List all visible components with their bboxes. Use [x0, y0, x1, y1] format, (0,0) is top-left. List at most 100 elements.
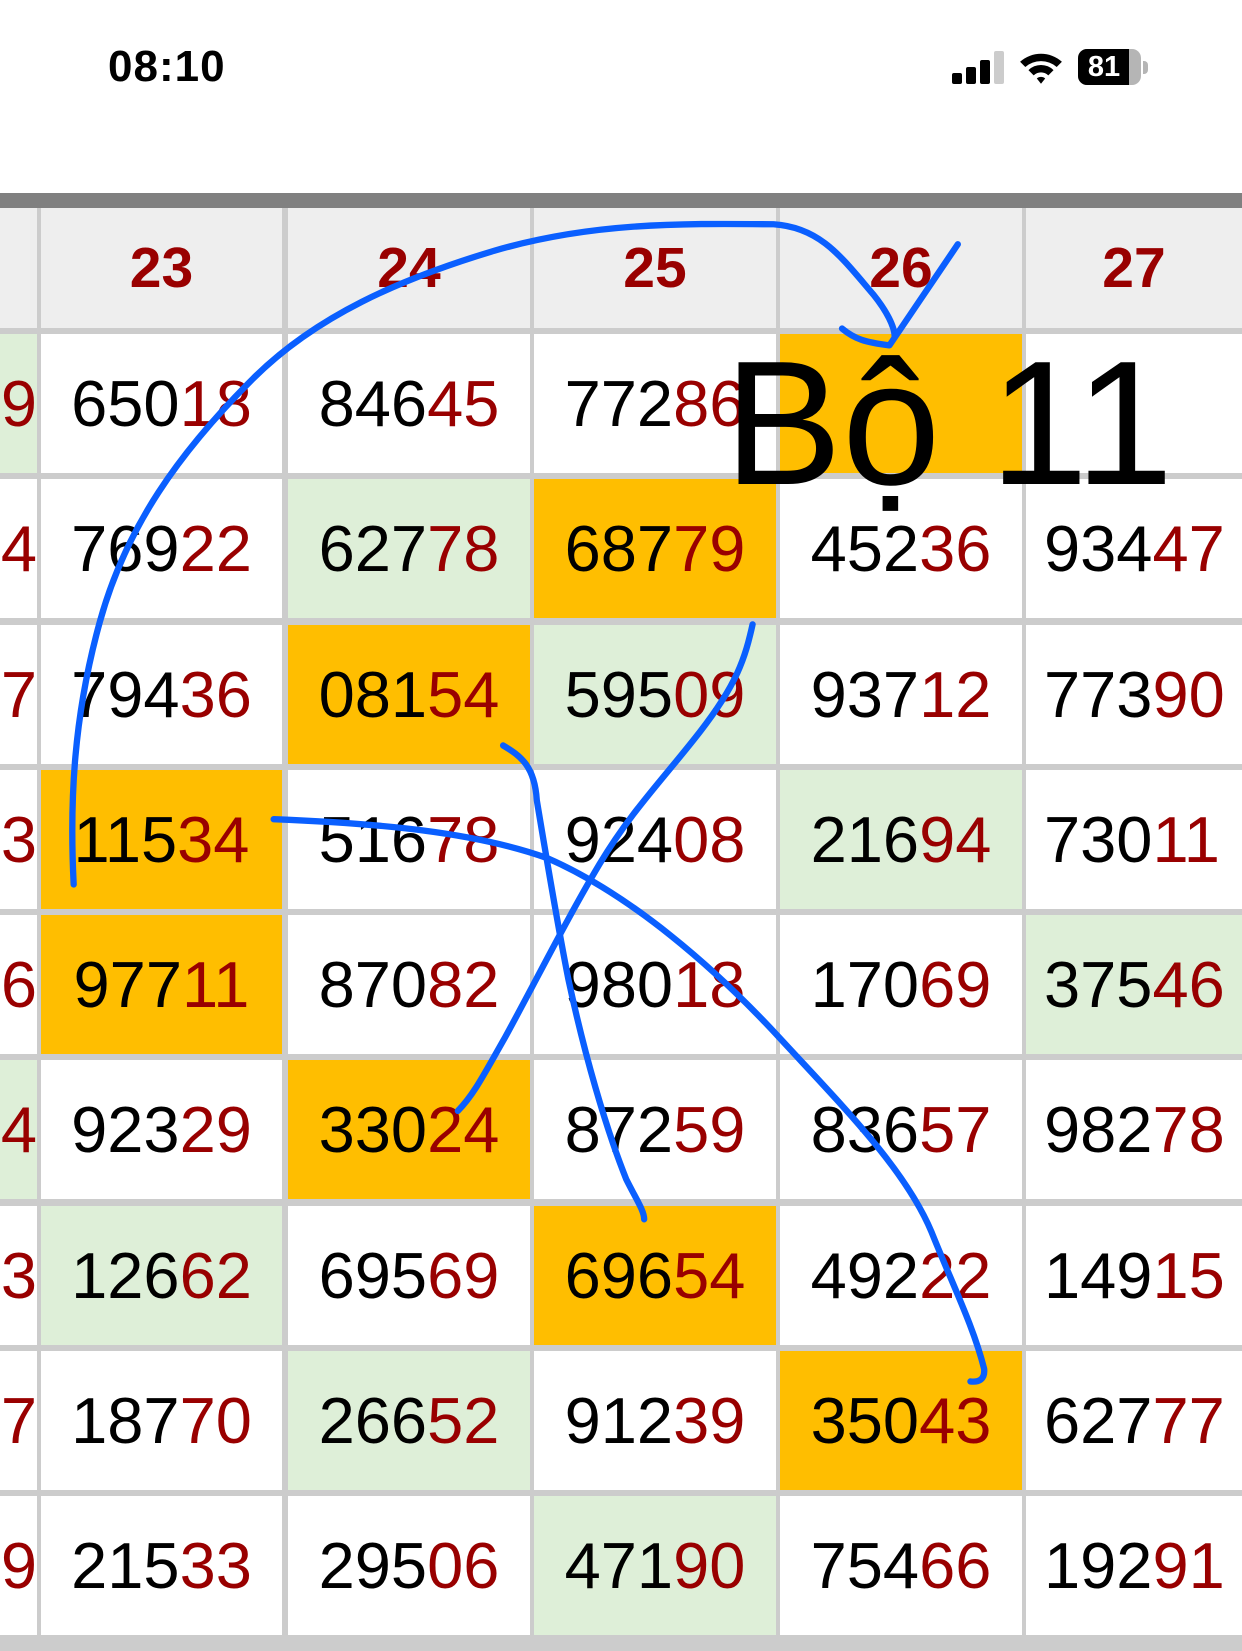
cell-number: 3	[0, 803, 37, 876]
column-header-partial	[0, 208, 37, 328]
cell-number: 79436	[71, 658, 252, 731]
table-cell: 91239	[534, 1351, 776, 1490]
table-cell-partial: 9	[0, 334, 37, 473]
table-cell: 62777	[1026, 1351, 1242, 1490]
table-cell: 33024	[288, 1060, 530, 1199]
cell-number: 77390	[1044, 658, 1225, 731]
cell-tail-digits: 66	[919, 1529, 992, 1602]
cell-number: 97711	[73, 948, 250, 1021]
cell-tail-digits: 78	[1152, 1093, 1225, 1166]
cell-tail-digits: 39	[673, 1384, 746, 1457]
battery-icon: 81	[1078, 49, 1141, 85]
table-cell: 18770	[41, 1351, 282, 1490]
cell-number: 18770	[71, 1384, 252, 1457]
cell-tail-digits: 12	[919, 658, 992, 731]
cell-tail-digits: 69	[919, 948, 992, 1021]
cell-number: 14915	[1044, 1239, 1225, 1312]
column-header: 27	[1026, 208, 1242, 328]
table-cell: 69654	[534, 1206, 776, 1345]
battery-tip	[1143, 60, 1148, 74]
cell-number: 59509	[564, 658, 746, 731]
cell-tail-digits: 69	[427, 1239, 500, 1312]
cell-number: 7	[0, 658, 37, 731]
cell-number: 73011	[1044, 803, 1220, 876]
cell-tail-digits: 18	[673, 948, 746, 1021]
battery-fill	[1078, 49, 1130, 85]
table-cell: 29506	[288, 1496, 530, 1635]
cell-number: 87259	[564, 1093, 746, 1166]
cell-tail-digits: 18	[179, 367, 252, 440]
cell-number: 6	[0, 948, 37, 1021]
cell-number: 91239	[564, 1384, 746, 1457]
cell-number: 08154	[318, 658, 500, 731]
cell-tail-digits: 11	[181, 948, 250, 1021]
status-time: 08:10	[108, 42, 226, 91]
cell-tail-digits: 36	[919, 512, 992, 585]
column-header: 24	[288, 208, 530, 328]
cell-tail-digits: 24	[427, 1093, 500, 1166]
cell-number: 83657	[810, 1093, 992, 1166]
cell-number: 51678	[318, 803, 500, 876]
table-cell: 21533	[41, 1496, 282, 1635]
cell-number: 77286	[564, 367, 746, 440]
cell-tail-digits: 57	[919, 1093, 992, 1166]
column-header: 25	[534, 208, 776, 328]
cell-number: 9	[0, 367, 37, 440]
cell-number: 92408	[564, 803, 746, 876]
table-cell: 97711	[41, 915, 282, 1054]
cell-tail-digits: 46	[1152, 948, 1225, 1021]
signal-icon	[952, 50, 1004, 84]
cell-tail-digits: 78	[427, 512, 500, 585]
table-cell-partial: 9	[0, 1496, 37, 1635]
table-cell: 73011	[1026, 770, 1242, 909]
table-cell-partial: 6	[0, 915, 37, 1054]
cell-number: 93712	[810, 658, 992, 731]
cell-number: 75466	[810, 1529, 992, 1602]
cell-tail-digits: 54	[427, 658, 500, 731]
table-cell: 17069	[780, 915, 1022, 1054]
cell-tail-digits: 29	[179, 1093, 252, 1166]
cell-tail-digits: 36	[179, 658, 252, 731]
annotation-text: Bộ 11	[724, 324, 1174, 522]
cell-number: 98278	[1044, 1093, 1225, 1166]
table-cell: 98018	[534, 915, 776, 1054]
cell-number: 47190	[564, 1529, 746, 1602]
cell-tail-digits: 47	[1152, 512, 1225, 585]
cell-number: 12662	[71, 1239, 252, 1312]
table-cell: 12662	[41, 1206, 282, 1345]
cell-tail-digits: 45	[427, 367, 500, 440]
cell-number: 21533	[71, 1529, 252, 1602]
table-cell: 35043	[780, 1351, 1022, 1490]
table-cell: 76922	[41, 479, 282, 618]
cell-number: 87082	[318, 948, 500, 1021]
table-cell: 11534	[41, 770, 282, 909]
cell-number: 68779	[564, 512, 746, 585]
cell-number: 33024	[318, 1093, 500, 1166]
table-cell: 59509	[534, 625, 776, 764]
cell-number: 21694	[810, 803, 992, 876]
cell-number: 62778	[318, 512, 500, 585]
cell-tail-digits: 15	[1152, 1239, 1225, 1312]
battery-percent: 81	[1087, 51, 1121, 83]
table-cell: 69569	[288, 1206, 530, 1345]
table-cell: 84645	[288, 334, 530, 473]
table-cell: 83657	[780, 1060, 1022, 1199]
table-cell: 75466	[780, 1496, 1022, 1635]
cell-tail-digits: 90	[1152, 658, 1225, 731]
cell-tail-digits: 08	[673, 803, 746, 876]
cell-number: 37546	[1044, 948, 1225, 1021]
cell-tail-digits: 94	[919, 803, 992, 876]
cell-tail-digits: 54	[673, 1239, 746, 1312]
table-cell-partial: 3	[0, 770, 37, 909]
table-cell: 62778	[288, 479, 530, 618]
table-cell: 26652	[288, 1351, 530, 1490]
cell-number: 3	[0, 1239, 37, 1312]
cell-number: 19291	[1044, 1529, 1225, 1602]
cell-tail-digits: 78	[427, 803, 500, 876]
cell-tail-digits: 77	[1152, 1384, 1225, 1457]
table-cell: 92329	[41, 1060, 282, 1199]
cell-tail-digits: 90	[673, 1529, 746, 1602]
cell-number: 69654	[564, 1239, 746, 1312]
cell-number: 11534	[73, 803, 250, 876]
status-icons: 81	[952, 46, 1148, 88]
